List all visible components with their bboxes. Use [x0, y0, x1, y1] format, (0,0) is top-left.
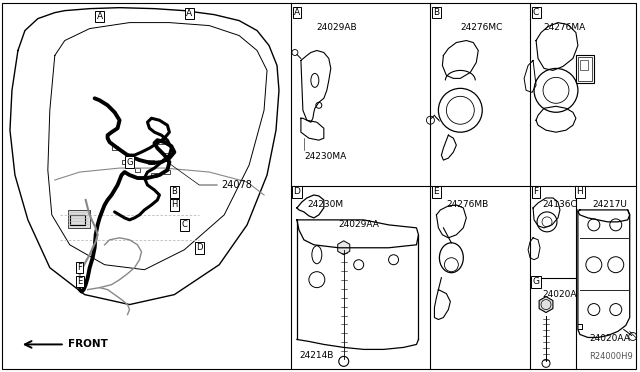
Text: F: F: [77, 263, 82, 272]
Polygon shape: [539, 296, 553, 312]
Bar: [148, 160, 154, 164]
Polygon shape: [338, 241, 350, 255]
Text: 24276MC: 24276MC: [460, 23, 502, 32]
Bar: [68, 210, 90, 228]
Text: H: H: [577, 187, 583, 196]
Text: G: G: [126, 158, 132, 167]
Text: D: D: [196, 243, 202, 252]
Text: C: C: [181, 220, 188, 230]
Bar: [159, 140, 164, 144]
Text: 24020A: 24020A: [542, 290, 577, 299]
Text: B: B: [172, 187, 177, 196]
Text: 24276MB: 24276MB: [446, 200, 488, 209]
Bar: [134, 168, 141, 172]
Text: E: E: [77, 277, 83, 286]
Text: 24214B: 24214B: [299, 352, 333, 360]
Bar: [152, 173, 157, 177]
Text: A: A: [186, 9, 193, 18]
Bar: [578, 57, 592, 81]
Text: 24029AB: 24029AB: [317, 23, 358, 32]
Text: 24276MA: 24276MA: [543, 23, 585, 32]
Text: E: E: [434, 187, 439, 196]
Text: 24078: 24078: [221, 180, 252, 190]
Bar: [576, 55, 594, 83]
Text: 24230MA: 24230MA: [304, 152, 346, 161]
Bar: [164, 170, 170, 174]
Text: 24029AA: 24029AA: [339, 220, 380, 229]
Text: C: C: [533, 8, 539, 17]
Text: 24217U: 24217U: [593, 200, 628, 209]
Text: FRONT: FRONT: [68, 339, 108, 349]
Text: 24230M: 24230M: [307, 200, 343, 209]
Bar: [111, 146, 118, 150]
Text: A: A: [294, 8, 300, 17]
Bar: [164, 153, 170, 157]
Text: B: B: [433, 8, 440, 17]
Bar: [580, 61, 588, 70]
Text: 24020AA: 24020AA: [590, 334, 631, 343]
Text: D: D: [294, 187, 300, 196]
Text: F: F: [534, 187, 539, 196]
Bar: [122, 160, 127, 164]
Text: H: H: [171, 201, 177, 209]
Text: R24000H9: R24000H9: [589, 352, 633, 361]
Text: A: A: [97, 12, 102, 21]
Text: G: G: [532, 277, 540, 286]
Text: 24136C: 24136C: [542, 200, 577, 209]
